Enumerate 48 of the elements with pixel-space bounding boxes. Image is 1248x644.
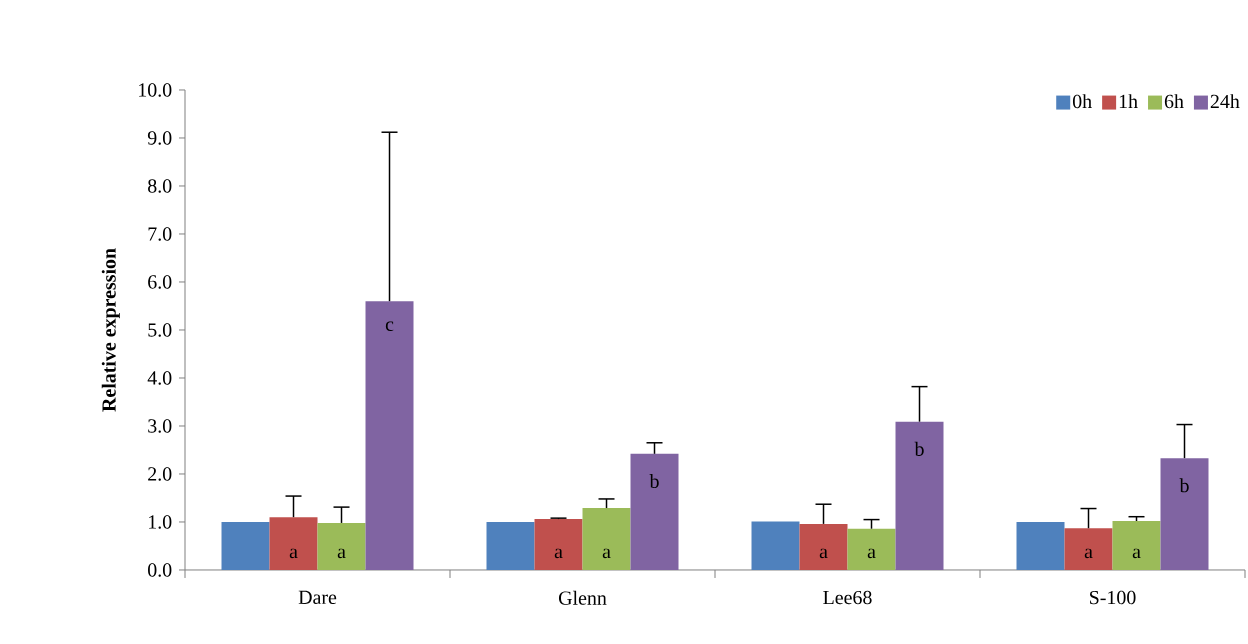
bar (1112, 521, 1161, 570)
bar (1016, 521, 1065, 570)
bar (365, 301, 414, 570)
bar (847, 528, 896, 570)
y-tick-label: 7.0 (148, 227, 172, 241)
x-tick-label: Lee68 (823, 590, 872, 605)
y-tick-label: 10.0 (139, 83, 172, 97)
data-label: b (1179, 478, 1189, 493)
data-label: a (1132, 548, 1141, 559)
bar (1160, 458, 1209, 570)
data-label: b (649, 474, 659, 489)
bar (1064, 528, 1113, 570)
legend-label: 1h (1119, 94, 1138, 108)
data-label: b (914, 441, 924, 456)
y-tick-label: 3.0 (148, 419, 172, 433)
bar (630, 453, 679, 570)
y-axis-title: Relative expression (101, 248, 120, 412)
y-tick-label: 5.0 (148, 323, 172, 337)
y-tick-label: 1.0 (149, 515, 172, 529)
y-tick-label: 2.0 (148, 467, 172, 481)
bar (317, 522, 366, 570)
legend-label: 6h (1164, 94, 1184, 109)
data-label: a (602, 548, 611, 559)
bar (582, 508, 631, 570)
x-tick-label: Glenn (558, 590, 607, 605)
bar (486, 521, 535, 570)
data-label: c (385, 321, 394, 331)
y-tick-label: 6.0 (148, 275, 172, 289)
bar (895, 421, 944, 570)
y-tick-label: 8.0 (148, 179, 172, 193)
x-tick-label: Dare (298, 590, 337, 605)
data-label: a (819, 548, 828, 559)
legend-label: 24h (1210, 94, 1240, 108)
bar (534, 519, 583, 570)
legend-label: 0h (1072, 94, 1092, 109)
y-tick-label: 4.0 (147, 371, 172, 385)
bar (799, 523, 848, 570)
y-tick-label: 0.0 (148, 563, 172, 577)
x-tick-label: S-100 (1090, 590, 1136, 605)
data-label: a (337, 548, 346, 559)
data-label: a (1084, 548, 1093, 559)
bar (221, 521, 270, 570)
bar (751, 521, 800, 570)
data-label: a (867, 548, 876, 559)
bar (269, 517, 318, 570)
data-label: a (554, 548, 563, 559)
data-label: a (289, 548, 298, 559)
y-tick-label: 9.0 (147, 131, 172, 145)
